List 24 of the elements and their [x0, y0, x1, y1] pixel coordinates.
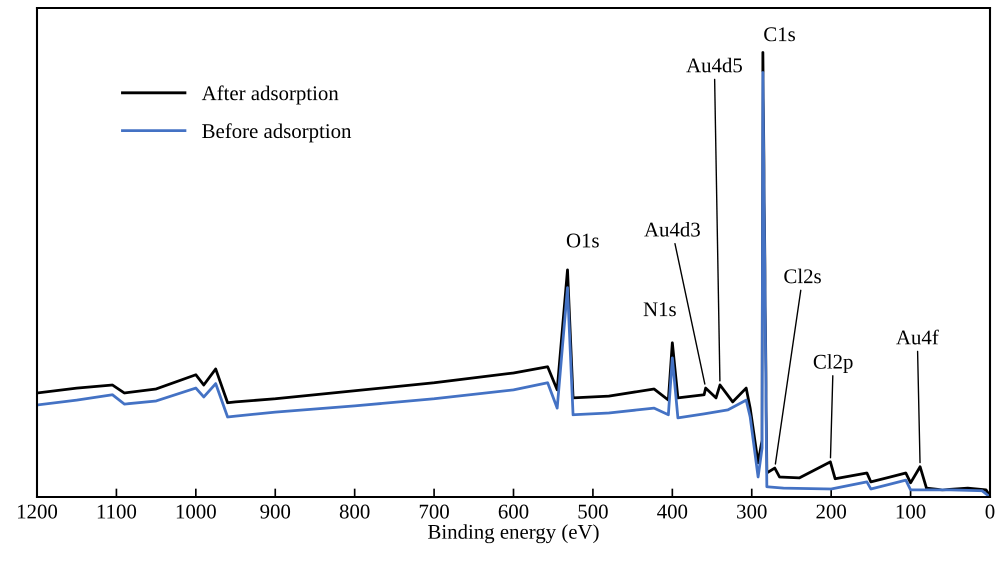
x-tick-label: 1100 [98, 504, 136, 519]
annotation: Au4f [896, 330, 939, 344]
annotation: C1s [764, 27, 795, 42]
x-tick-label: 200 [816, 504, 846, 519]
x-tick-label: 600 [498, 504, 528, 519]
x-tick-label: 900 [260, 504, 290, 519]
annotation: Cl2p [814, 354, 853, 373]
x-tick-label: 100 [896, 504, 926, 519]
annotation: O1s [566, 234, 599, 248]
annotation: Cl2s [784, 268, 821, 284]
annotation: N1s [644, 302, 676, 316]
x-tick-label: 1000 [176, 504, 216, 519]
x-tick-label: 0 [986, 504, 994, 519]
x-axis-title: Binding energy (eV) [428, 524, 599, 544]
annotation: Au4d5 [686, 58, 742, 72]
x-tick-label: 300 [737, 504, 767, 519]
legend-label: After adsorption [202, 85, 338, 105]
x-tick-label: 400 [657, 504, 688, 519]
x-tick-label: 800 [340, 504, 370, 519]
legend-label: Before adsorption [202, 123, 352, 142]
x-tick-label: 1200 [18, 504, 58, 519]
x-tick-label: 500 [578, 504, 608, 519]
annotation: Au4d3 [644, 222, 700, 237]
x-tick-label: 700 [420, 504, 449, 519]
